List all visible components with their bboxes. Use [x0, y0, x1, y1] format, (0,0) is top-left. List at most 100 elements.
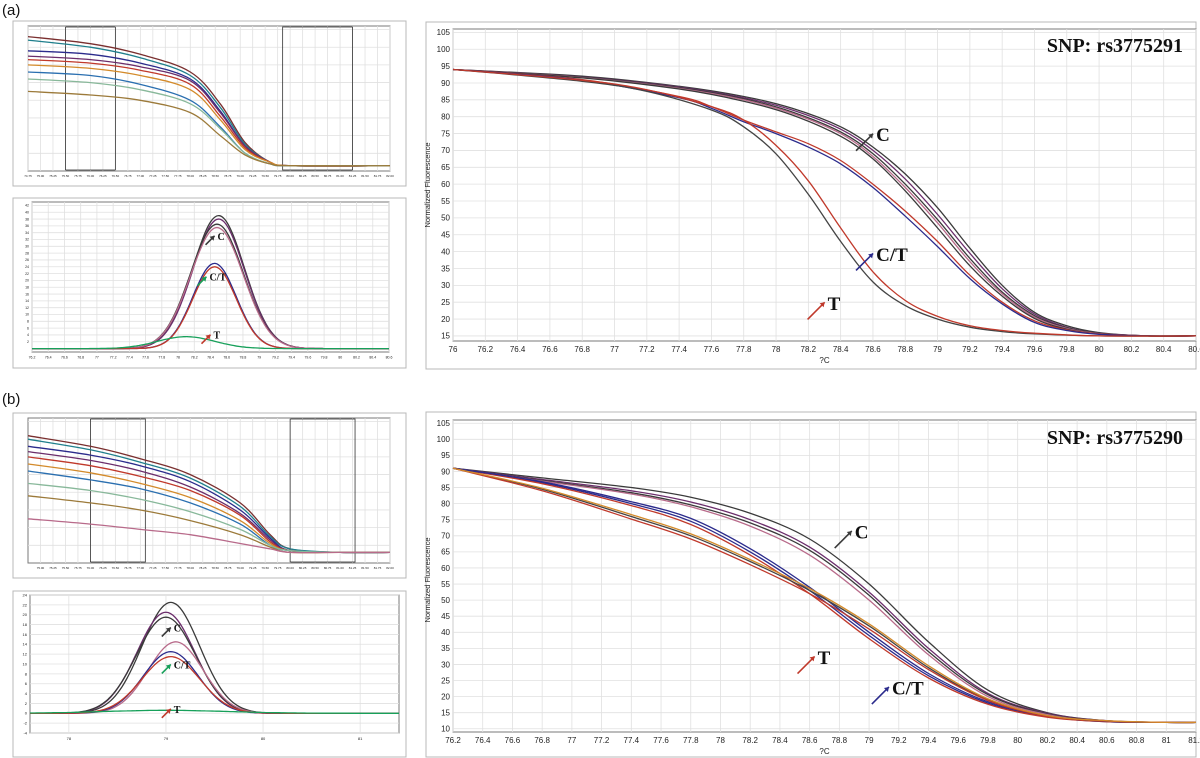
y-tick-label: 30: [441, 660, 450, 669]
x-tick-label: 79.25: [249, 174, 257, 178]
normalization-region: [289, 418, 356, 563]
melt-curve-C: [452, 68, 1197, 337]
x-tick-label: 80: [1095, 345, 1104, 354]
genotype-annotation: T: [174, 705, 181, 716]
x-tick-label: 79.4: [288, 356, 295, 360]
y-tick-label: 35: [441, 264, 450, 273]
annotation-arrowhead: [819, 302, 825, 308]
y-tick-label: 0: [25, 711, 28, 716]
annotation-arrowhead: [205, 334, 211, 340]
x-tick-label: 80.00: [286, 566, 294, 570]
y-tick-label: 105: [437, 419, 451, 428]
chart-b-raw-melt-curves: 75.00 75.25 75.50 75.75 76.00 76.25 76.50 76.75…: [12, 412, 407, 579]
melt-curve-sample: [27, 518, 390, 554]
y-tick-label: 2: [27, 340, 29, 344]
x-tick-label: 77.00: [137, 566, 145, 570]
x-tick-label: 80.4: [1069, 736, 1085, 745]
snp-title: SNP: rs3775290: [1047, 427, 1183, 449]
x-tick-label: 77.50: [162, 174, 170, 178]
y-tick-label: 16: [25, 292, 29, 296]
genotype-annotation: C: [876, 125, 890, 146]
x-tick-label: 76.6: [542, 345, 558, 354]
x-tick-label: 76.75: [124, 174, 132, 178]
x-tick-label: 76.8: [77, 356, 84, 360]
x-tick-label: 79.6: [304, 356, 311, 360]
melt-curve-sample: [27, 90, 391, 167]
x-tick-label: 78.4: [833, 345, 849, 354]
annotation-arrowhead: [165, 708, 171, 714]
x-tick-label: 78: [67, 736, 72, 741]
x-tick-label: 78: [176, 356, 180, 360]
x-tick-label: 79.50: [261, 174, 269, 178]
x-tick-label: 76.6: [61, 356, 68, 360]
x-tick-label: 79.75: [274, 174, 282, 178]
y-tick-label: 90: [441, 467, 450, 476]
y-tick-label: 14: [23, 642, 28, 647]
x-tick-label: 77.2: [594, 736, 610, 745]
annotation-arrowhead: [846, 530, 852, 536]
y-tick-label: 45: [441, 231, 450, 240]
y-tick-label: 18: [23, 622, 28, 627]
x-tick-label: 81.50: [361, 566, 369, 570]
y-tick-label: 60: [441, 180, 450, 189]
x-tick-label: 79.00: [236, 174, 244, 178]
x-tick-label: 75.75: [74, 566, 82, 570]
genotype-annotation: C/T: [174, 660, 191, 671]
x-tick-label: 81.2: [1188, 736, 1200, 745]
y-tick-label: 65: [441, 163, 450, 172]
y-tick-label: 25: [441, 298, 450, 307]
series-group: [32, 215, 389, 350]
x-tick-label: 81.75: [374, 566, 382, 570]
x-tick-label: 80.75: [324, 566, 332, 570]
y-tick-label: 10: [25, 313, 29, 317]
y-tick-label: 32: [25, 238, 29, 242]
x-tick-label: 78.75: [224, 566, 232, 570]
x-tick-label: 80: [1013, 736, 1022, 745]
x-tick-label: 80: [261, 736, 266, 741]
x-tick-label: 77.2: [110, 356, 117, 360]
genotype-annotation: C: [218, 232, 225, 243]
melt-curve-T: [452, 68, 1197, 337]
y-tick-label: 38: [25, 217, 29, 221]
y-tick-label: -2: [23, 721, 27, 726]
x-tick-label: 75.25: [49, 174, 57, 178]
x-tick-label: 81.00: [336, 566, 344, 570]
genotype-annotation: T: [818, 648, 831, 669]
genotype-annotation: C: [174, 624, 181, 635]
y-tick-label: 40: [441, 628, 450, 637]
x-tick-label: 78.75: [224, 174, 232, 178]
x-tick-label: 77.4: [126, 356, 133, 360]
x-tick-label: 76.50: [112, 566, 120, 570]
x-tick-label: 81.50: [361, 174, 369, 178]
x-tick-label: 77.25: [149, 566, 157, 570]
y-tick-label: 40: [25, 210, 29, 214]
y-tick-label: 20: [23, 612, 28, 617]
x-tick-label: 77.75: [174, 566, 182, 570]
x-tick-label: 80.6: [386, 356, 393, 360]
annotation-arrowhead: [201, 276, 207, 282]
y-tick-label: 14: [25, 299, 29, 303]
x-tick-label: 76.2: [478, 345, 494, 354]
series-group: [27, 435, 391, 554]
x-tick-label: 76.8: [534, 736, 550, 745]
x-tick-label: 76.6: [505, 736, 521, 745]
x-tick-label: 79.75: [274, 566, 282, 570]
x-tick-label: 79: [164, 736, 169, 741]
genotype-annotation: C/T: [892, 679, 924, 700]
y-tick-label: 50: [441, 596, 450, 605]
x-tick-label: 80.25: [299, 566, 307, 570]
panel-label-b: (b): [2, 391, 21, 408]
x-tick-label: 79.8: [980, 736, 996, 745]
y-tick-label: 18: [25, 285, 29, 289]
x-tick-label: 80: [338, 356, 342, 360]
y-tick-label: 45: [441, 612, 450, 621]
genotype-annotation: T: [214, 331, 221, 342]
x-tick-label: 76: [449, 345, 458, 354]
series-group: [30, 601, 399, 714]
x-tick-label: 75.50: [62, 566, 70, 570]
x-tick-label: 76.4: [510, 345, 526, 354]
x-tick-label: 79.00: [236, 566, 244, 570]
gridlines: [28, 418, 391, 563]
series-group: [452, 467, 1197, 724]
x-tick-label: 75.00: [37, 174, 45, 178]
